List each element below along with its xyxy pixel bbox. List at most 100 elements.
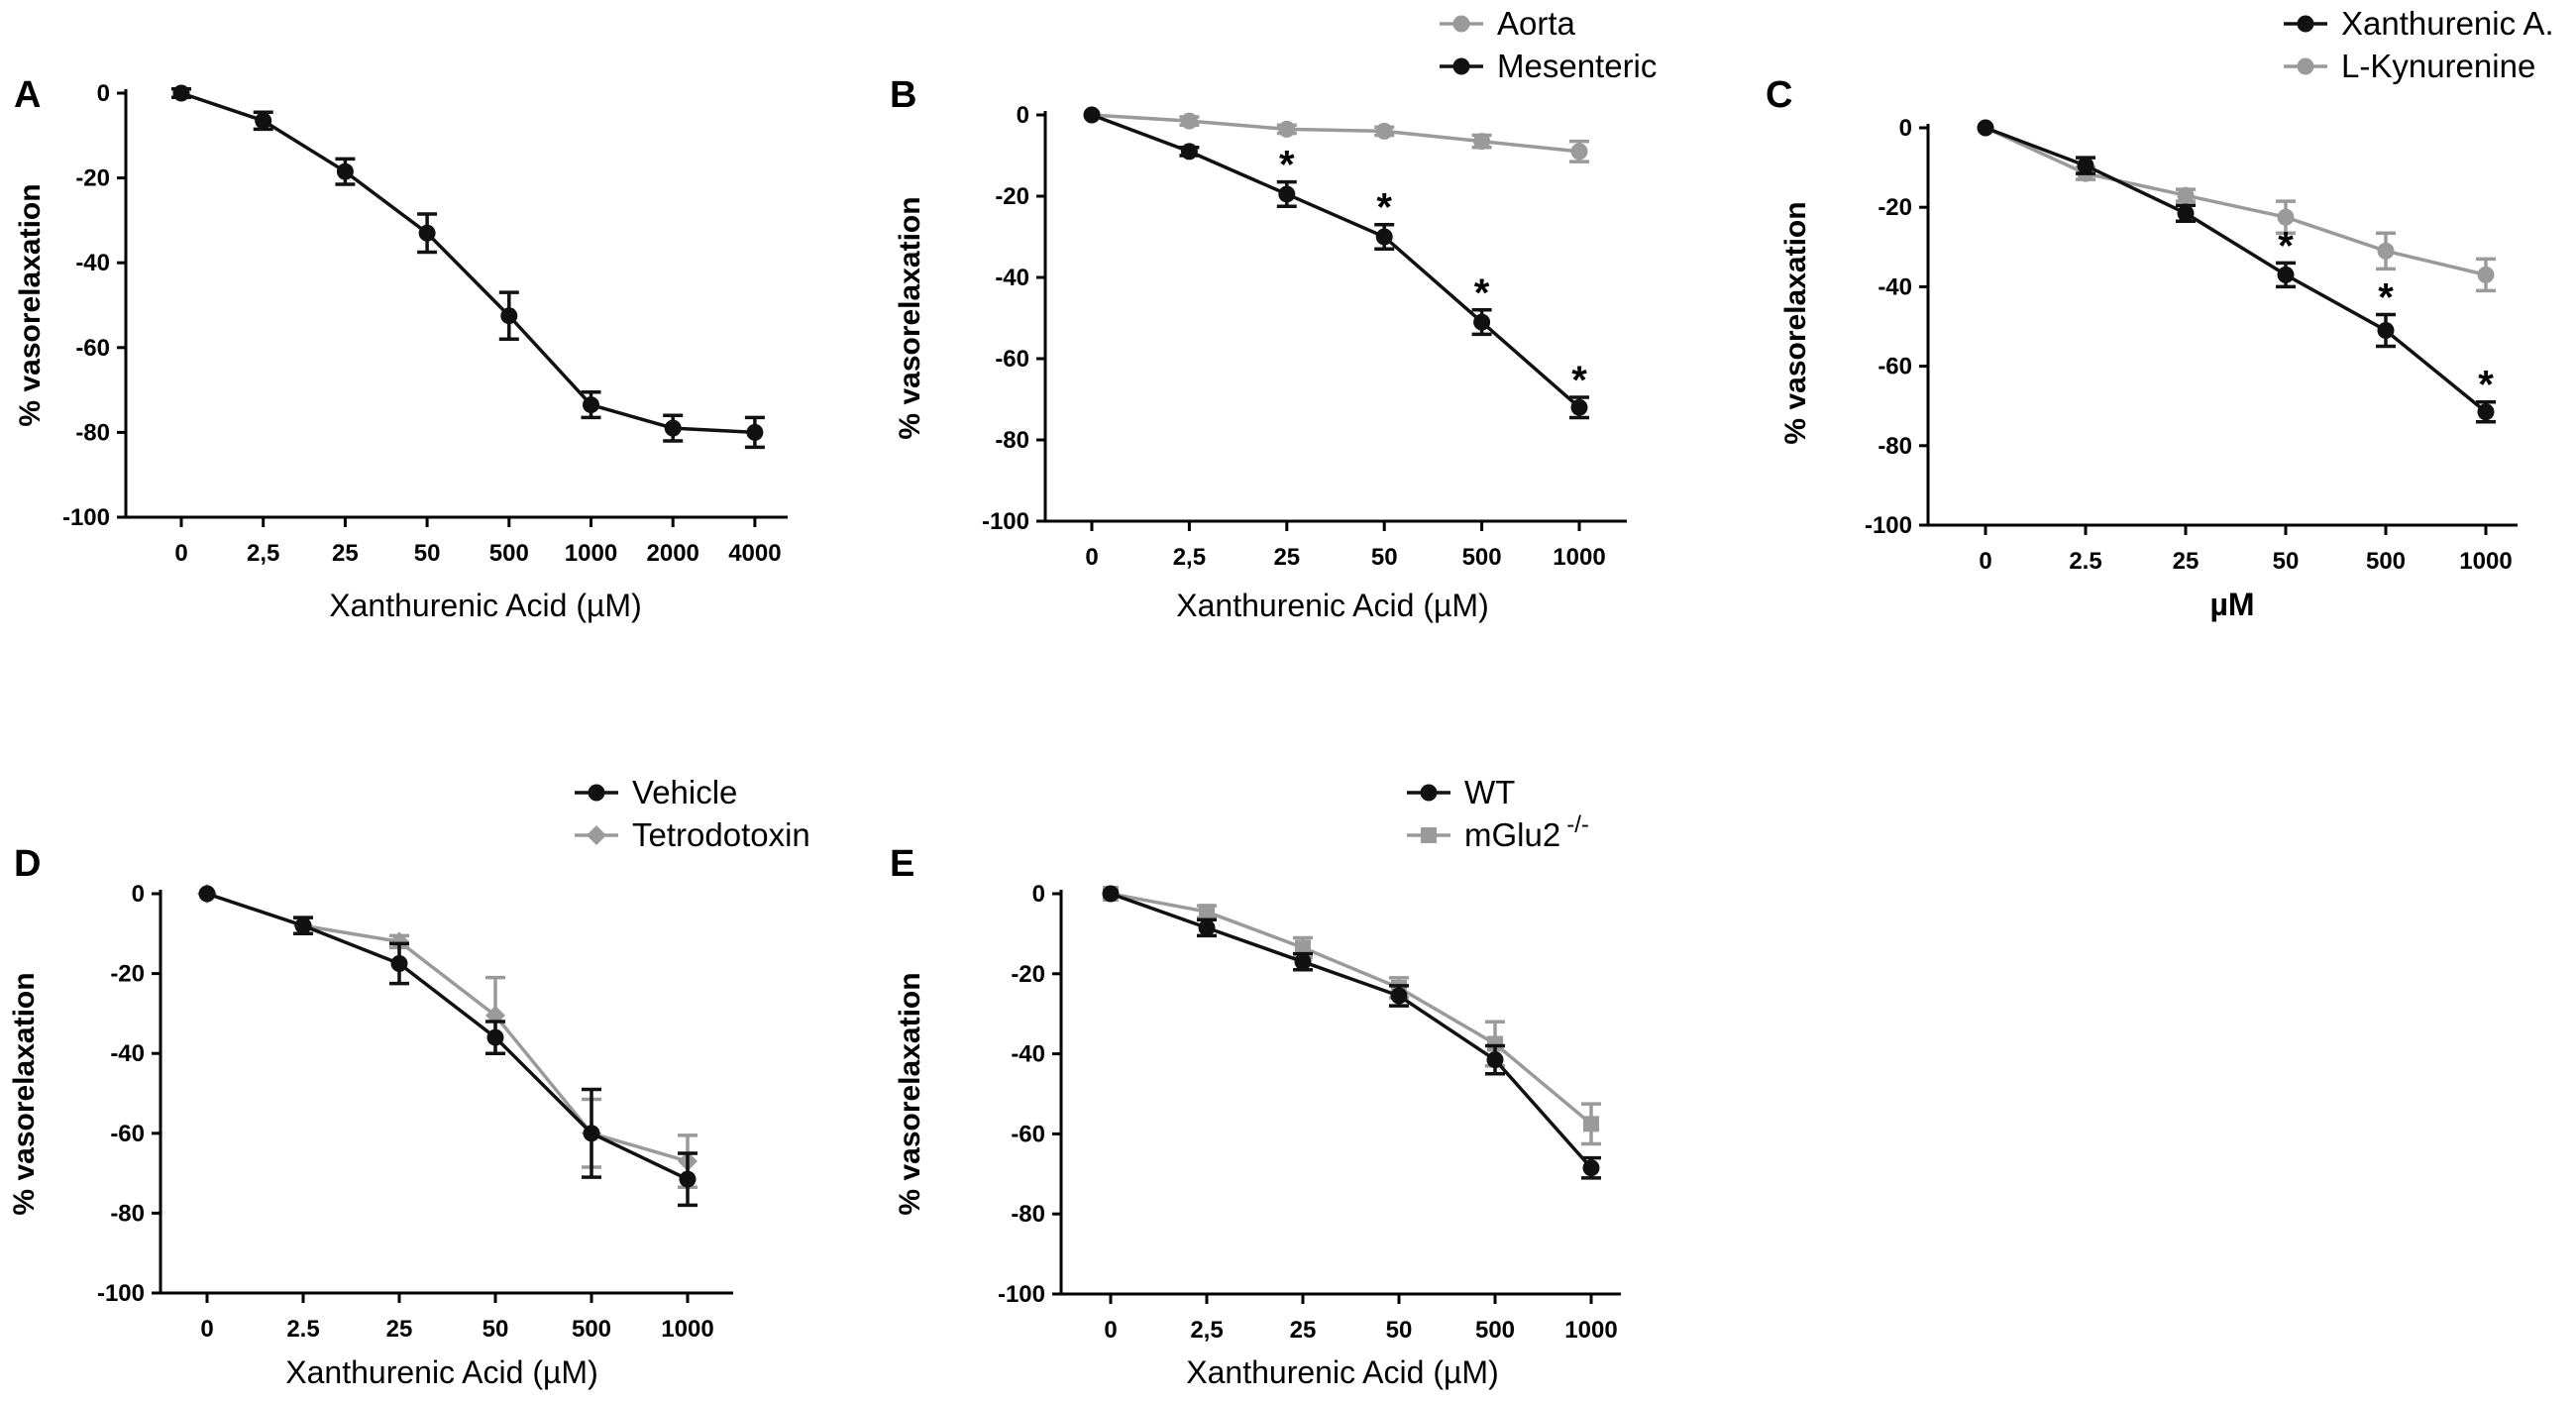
- y-tick-label: 0: [1017, 102, 1029, 129]
- x-tick-label: 50: [1386, 1317, 1413, 1344]
- x-tick-label: 50: [483, 1316, 509, 1343]
- y-tick-label: -100: [62, 504, 110, 531]
- data-point: [1570, 143, 1588, 161]
- x-tick-label: 25: [2173, 548, 2200, 575]
- significance-star: *: [2278, 224, 2294, 268]
- x-tick-label: 500: [489, 540, 529, 567]
- data-point: [336, 162, 354, 180]
- y-tick-label: 0: [97, 80, 110, 107]
- data-point: [1583, 1116, 1599, 1132]
- x-tick-label: 2.5: [286, 1316, 319, 1343]
- x-axis-title: Xanthurenic Acid (µM): [1176, 588, 1488, 623]
- legend-swatch-marker: [1452, 15, 1470, 33]
- x-tick-label: 50: [2273, 548, 2300, 575]
- series-vehicle: [198, 885, 698, 1208]
- significance-star: *: [1279, 144, 1295, 187]
- data-point: [1582, 1159, 1600, 1177]
- y-tick-label: -100: [998, 1281, 1045, 1308]
- series-line: [206, 892, 689, 1181]
- y-axis-title: % vasorelaxation: [8, 972, 41, 1215]
- x-tick-label: 2,5: [1190, 1317, 1223, 1344]
- y-tick-label: -80: [1011, 1201, 1045, 1228]
- data-point: [2177, 186, 2195, 204]
- y-tick-label: -100: [1865, 512, 1912, 539]
- data-point: [1180, 143, 1198, 161]
- data-point: [1570, 398, 1588, 416]
- data-point: [1198, 918, 1216, 936]
- legend: Aorta Mesenteric: [1440, 5, 1657, 84]
- x-tick-label: 1000: [661, 1316, 713, 1343]
- x-tick-label: 2,5: [1173, 544, 1206, 571]
- panel-b: B 0 -20 -40 -60 -80 -100 0 2,5 25 50 500 1000 Xanthur…: [890, 5, 1657, 623]
- data-point: [2377, 242, 2395, 260]
- significance-star: *: [1376, 186, 1392, 230]
- data-point: [2177, 204, 2195, 222]
- series-wt: [1102, 885, 1601, 1180]
- y-tick-label: -20: [75, 165, 110, 192]
- y-tick-label: -60: [75, 335, 110, 362]
- y-tick-label: -40: [995, 265, 1029, 291]
- legend-label: WT: [1464, 774, 1515, 810]
- x-tick-label: 1000: [565, 540, 617, 567]
- x-tick-label: 1000: [1553, 544, 1605, 571]
- series-line: [1110, 892, 1593, 1126]
- data-point: [2477, 403, 2495, 421]
- panel-label: B: [890, 74, 916, 116]
- y-tick-label: -60: [1011, 1121, 1045, 1147]
- data-point: [1180, 112, 1198, 130]
- data-point: [2277, 208, 2295, 226]
- data-point: [389, 931, 409, 952]
- x-tick-label: 2.5: [2069, 548, 2101, 575]
- panel-label: D: [14, 843, 41, 885]
- y-tick-label: 0: [1899, 115, 1912, 142]
- panel-label: C: [1766, 74, 1792, 116]
- y-axis-title: % vasorelaxation: [894, 972, 926, 1215]
- panel-e: E 0 -20 -40 -60 -80 -100 0 2,5 25 50 500 1000 Xanthur…: [890, 774, 1621, 1390]
- data-point: [198, 885, 216, 903]
- y-tick-label: -60: [110, 1121, 145, 1147]
- data-point: [746, 423, 764, 441]
- panel-a: A 0 -20 -40 -60 -80 -100 0 2,5 25 50 500 1000 2000 400…: [14, 74, 788, 623]
- legend-swatch-marker: [1420, 784, 1438, 802]
- y-tick-label: -20: [995, 183, 1029, 210]
- series-line: [1985, 126, 2488, 414]
- y-tick-label: -80: [995, 427, 1029, 454]
- y-tick-label: -60: [1878, 354, 1912, 380]
- data-point: [1102, 885, 1120, 903]
- legend-swatch-marker: [2297, 15, 2314, 33]
- series-line: [1985, 126, 2487, 277]
- significance-star: *: [2478, 364, 2494, 407]
- data-point: [1199, 904, 1215, 920]
- x-tick-label: 25: [1273, 544, 1300, 571]
- y-tick-label: 0: [1032, 881, 1045, 908]
- y-tick-label: -40: [75, 250, 110, 276]
- x-tick-label: 500: [572, 1316, 611, 1343]
- x-tick-label: 0: [1104, 1317, 1117, 1344]
- series-line: [206, 892, 689, 1163]
- data-point: [255, 112, 272, 130]
- data-point: [2377, 322, 2395, 340]
- x-tick-label: 1000: [2459, 548, 2512, 575]
- series-line: [1091, 113, 1581, 409]
- legend-label: Xanthurenic A.: [2341, 5, 2554, 42]
- y-tick-label: -20: [1011, 961, 1045, 988]
- legend-label: mGlu2 -/-: [1464, 811, 1589, 853]
- series-line: [1091, 113, 1580, 154]
- data-point: [583, 1125, 600, 1142]
- legend-swatch-marker: [2297, 57, 2314, 75]
- y-tick-label: -60: [995, 346, 1029, 373]
- series-xanthurenic-acid: [171, 84, 765, 450]
- data-point: [583, 396, 599, 414]
- legend: Vehicle Tetrodotoxin: [575, 774, 810, 853]
- y-tick-label: -20: [1878, 194, 1912, 221]
- series-line: [1110, 892, 1593, 1169]
- x-tick-label: 0: [200, 1316, 213, 1343]
- data-point: [500, 307, 518, 325]
- y-tick-label: 0: [132, 881, 145, 908]
- data-point: [172, 84, 190, 102]
- y-tick-label: -80: [75, 419, 110, 446]
- data-point: [1487, 1035, 1503, 1052]
- x-tick-label: 0: [1979, 548, 1991, 575]
- data-point: [418, 224, 436, 242]
